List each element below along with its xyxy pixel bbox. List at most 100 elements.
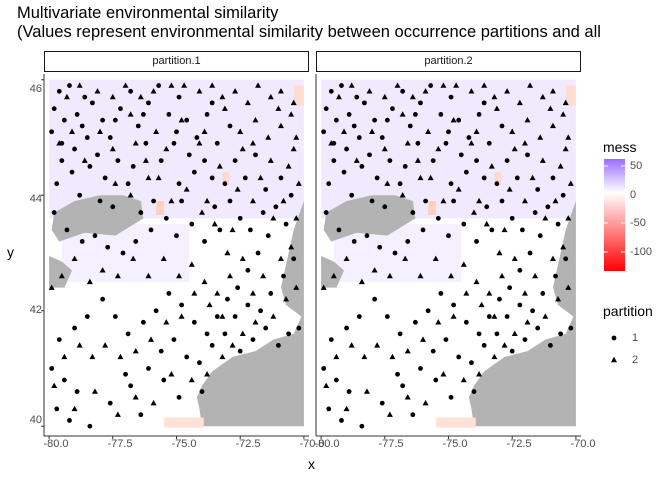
partition-2-point	[76, 342, 83, 348]
partition-2-point	[137, 93, 144, 100]
partition-2-point	[524, 116, 531, 123]
partition-1-point	[202, 239, 207, 244]
partition-1-point	[328, 88, 334, 94]
partition-2-point	[455, 186, 462, 192]
partition-2-point	[549, 255, 556, 261]
partition-2-point	[288, 244, 295, 250]
partition-2-point	[562, 145, 569, 152]
partition-1-point	[255, 250, 261, 256]
partition-2-point	[511, 330, 518, 337]
mess-low-patch	[156, 201, 165, 216]
partition-2-point	[211, 220, 218, 227]
partition-1-point	[64, 227, 70, 233]
partition-1-point	[49, 129, 55, 135]
x-tick-label: -80.0	[314, 438, 340, 450]
partition-2-point	[386, 272, 393, 279]
partition-2-point	[547, 105, 554, 111]
partition-1-point	[51, 210, 57, 215]
partition-1-point	[379, 135, 385, 140]
partition-1-point	[423, 198, 428, 204]
partition-2-point	[76, 82, 83, 88]
partition-1-point	[123, 371, 128, 377]
partition-2-point	[371, 267, 378, 273]
partition-1-point	[235, 285, 241, 291]
partition-1-point	[176, 394, 182, 400]
partition-1-point	[138, 412, 144, 418]
partition-1-point	[430, 158, 436, 164]
partition-2-point	[142, 157, 149, 163]
partition-1-point	[133, 239, 139, 244]
partition-1-point	[351, 123, 357, 129]
partition-1-point	[202, 158, 207, 164]
partition-1-point	[369, 198, 375, 204]
partition-1-point	[448, 394, 454, 400]
partition-1-point	[189, 221, 195, 227]
partition-1-point	[507, 285, 513, 291]
partition-1-point	[87, 423, 93, 429]
partition-1-point	[140, 112, 146, 117]
partition-2-point	[511, 145, 518, 152]
partition-2-point	[150, 88, 157, 94]
partition-1-point	[359, 163, 365, 169]
mess-low-patch	[293, 85, 304, 106]
partition-1-point	[176, 94, 182, 100]
partition-1-point	[120, 250, 126, 256]
partition-1-point	[433, 377, 439, 383]
mess-high-region	[49, 79, 304, 219]
partition-2-point	[48, 284, 55, 290]
mess-high-region	[321, 79, 576, 219]
partition-2-point	[473, 128, 480, 134]
partition-1-point	[514, 175, 520, 181]
partition-1-point	[374, 175, 380, 181]
partition-2-point	[99, 267, 106, 273]
mess-low-patch	[435, 417, 476, 428]
partition-1-point	[84, 135, 90, 140]
partition-1-point	[415, 140, 421, 146]
partition-1-point	[336, 227, 342, 233]
partition-2-point	[232, 88, 239, 94]
partition-1-point	[553, 273, 558, 279]
partition-2-point	[89, 353, 96, 360]
partition-2-point	[178, 313, 185, 319]
partition-2-point	[499, 272, 506, 279]
partition-1-point	[407, 123, 413, 129]
partition-2-point	[560, 111, 567, 117]
partition-1-point	[250, 337, 256, 343]
partition-2-point	[353, 157, 360, 163]
partition-1-point	[379, 400, 385, 406]
partition-2-point	[168, 197, 175, 204]
partition-2-point	[341, 128, 348, 134]
partition-1-point	[333, 377, 339, 383]
partition-2-point	[460, 261, 467, 267]
partition-2-point	[473, 278, 480, 285]
partition-2-point	[267, 93, 274, 100]
partition-1-point	[550, 175, 556, 181]
partition-1-point	[278, 175, 284, 181]
partition-1-point	[451, 198, 456, 204]
partition-2-point	[399, 111, 406, 117]
mess-high-region	[333, 224, 462, 282]
partition-1-point	[458, 152, 464, 158]
partition-1-point	[135, 123, 141, 129]
partition-2-point	[127, 192, 134, 198]
partition-2-point	[265, 134, 272, 140]
partition-1-point	[204, 331, 210, 337]
partition-2-point	[257, 174, 264, 181]
partition-1-point	[118, 106, 123, 112]
partition-2-point	[114, 272, 121, 279]
partition-2-point	[565, 215, 572, 221]
partition-2-point	[196, 140, 203, 146]
partition-2-point	[486, 290, 493, 296]
partition-2-point	[361, 353, 368, 360]
partition-1-point	[158, 348, 164, 354]
partition-1-point	[237, 215, 243, 221]
partition-1-point	[95, 152, 100, 158]
partition-2-point	[188, 376, 195, 383]
partition-1-point	[128, 383, 134, 389]
partition-1-point	[451, 302, 456, 308]
mess-low-patch	[565, 85, 576, 106]
partition-1-point	[281, 273, 286, 279]
partition-2-point	[71, 405, 78, 412]
partition-2-point	[440, 197, 447, 204]
partition-2-point	[496, 249, 503, 256]
